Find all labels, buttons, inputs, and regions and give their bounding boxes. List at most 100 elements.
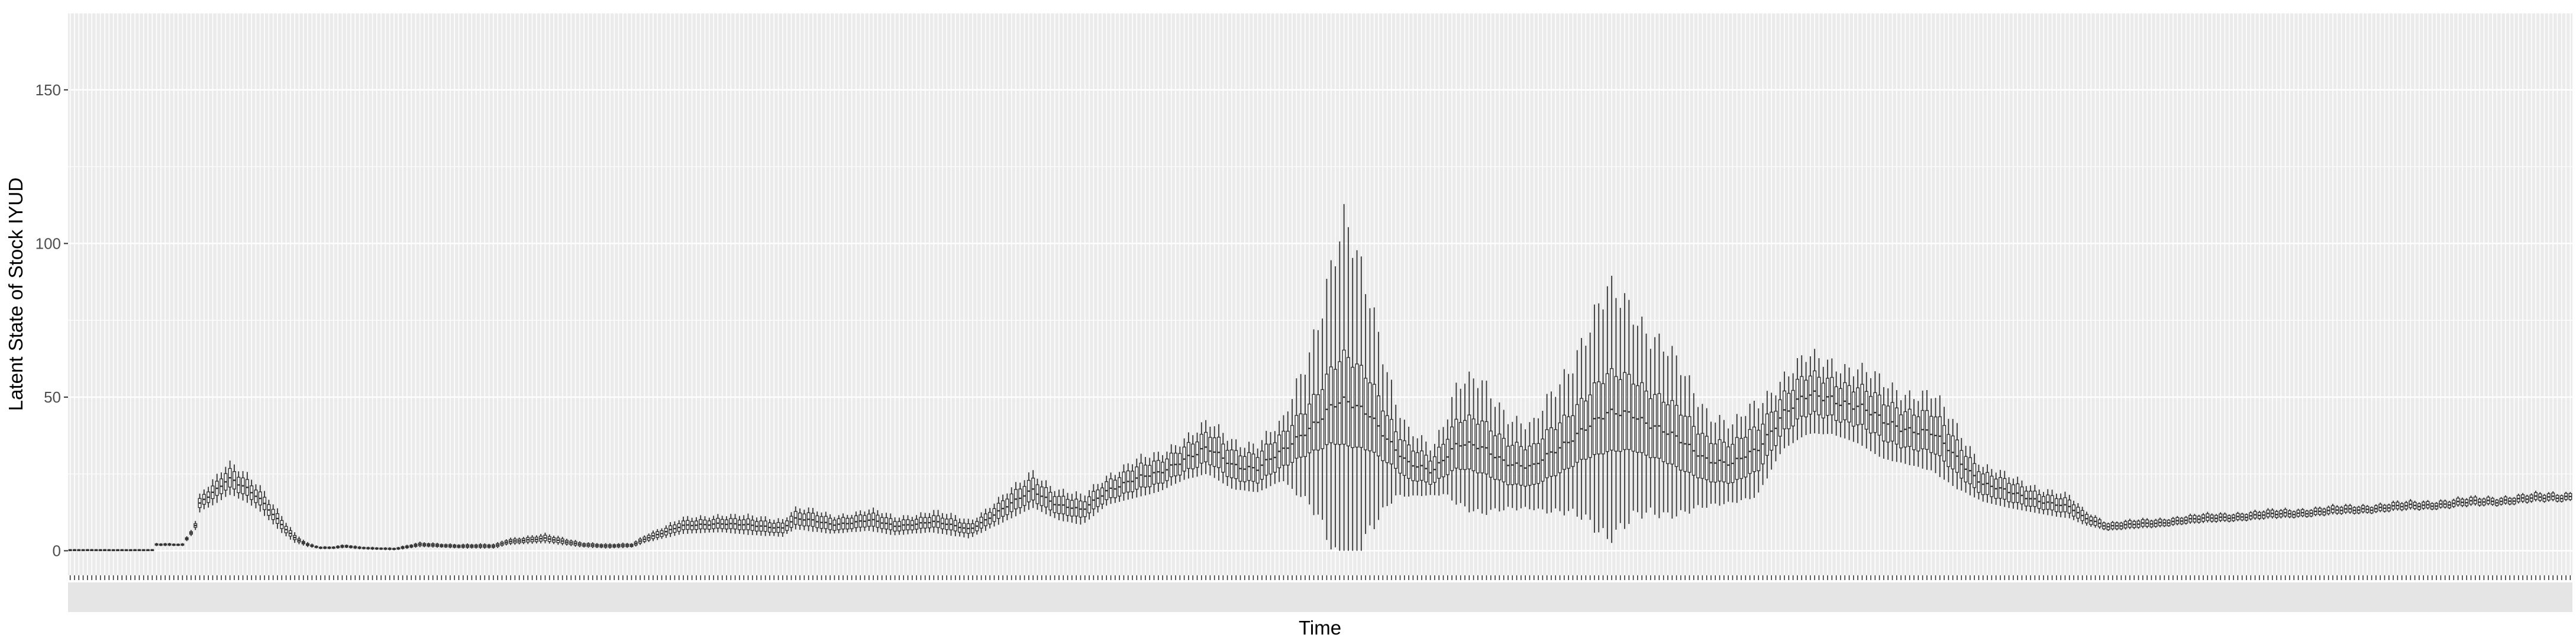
box xyxy=(556,536,560,545)
box xyxy=(405,545,409,549)
box xyxy=(487,543,491,549)
box xyxy=(530,535,534,544)
box xyxy=(440,543,444,548)
box xyxy=(2300,508,2304,517)
box xyxy=(357,546,361,550)
box xyxy=(1342,204,1346,551)
box xyxy=(884,513,889,534)
box xyxy=(1152,452,1156,494)
box xyxy=(889,513,893,535)
box xyxy=(940,513,944,534)
box xyxy=(1691,393,1696,508)
box xyxy=(2037,489,2041,514)
box xyxy=(68,549,72,552)
box xyxy=(1735,414,1739,503)
box xyxy=(466,543,470,549)
box xyxy=(858,510,863,532)
box xyxy=(1092,484,1096,516)
box xyxy=(1739,416,1744,501)
box xyxy=(1549,391,1553,513)
box xyxy=(798,508,802,530)
box xyxy=(314,545,318,549)
box xyxy=(577,541,582,548)
box xyxy=(1437,430,1441,496)
box xyxy=(1432,443,1437,495)
box xyxy=(1057,490,1061,520)
box xyxy=(2145,518,2149,529)
box xyxy=(1713,422,1718,504)
box xyxy=(431,542,435,548)
box xyxy=(375,547,379,550)
box xyxy=(1493,407,1497,508)
y-tick-label: 50 xyxy=(44,388,61,406)
box xyxy=(1575,350,1579,517)
box xyxy=(1450,397,1454,501)
box xyxy=(2158,517,2162,527)
box xyxy=(806,507,811,532)
box xyxy=(2486,495,2490,505)
box xyxy=(616,543,621,549)
box xyxy=(1074,491,1079,524)
box xyxy=(409,544,414,549)
box xyxy=(1951,418,1955,486)
box xyxy=(2106,522,2110,531)
box xyxy=(1635,326,1639,513)
box xyxy=(534,535,538,544)
box xyxy=(1705,408,1709,508)
box xyxy=(1338,241,1342,551)
box xyxy=(258,485,262,512)
box xyxy=(228,461,232,495)
box xyxy=(457,544,461,549)
box xyxy=(677,520,681,535)
box xyxy=(219,472,224,500)
box xyxy=(2188,513,2193,524)
box xyxy=(1748,404,1752,500)
box xyxy=(370,546,375,550)
box xyxy=(630,543,634,548)
box xyxy=(1061,488,1066,521)
box xyxy=(1502,410,1506,511)
box xyxy=(1622,293,1627,529)
box xyxy=(2400,502,2404,511)
box xyxy=(1657,333,1661,519)
box xyxy=(573,540,577,547)
x-axis-title: Time xyxy=(1299,617,1341,639)
box xyxy=(2180,517,2184,526)
box xyxy=(737,516,741,534)
box xyxy=(2555,494,2559,503)
box xyxy=(172,543,176,546)
box xyxy=(2568,492,2572,501)
box xyxy=(539,533,543,544)
box xyxy=(1571,373,1575,509)
box xyxy=(1752,401,1757,498)
box xyxy=(513,537,517,545)
box xyxy=(193,521,198,530)
box xyxy=(1247,442,1251,492)
box xyxy=(2033,485,2037,513)
box xyxy=(927,513,932,533)
box xyxy=(401,545,405,550)
box xyxy=(686,516,690,534)
box xyxy=(2469,495,2473,506)
box xyxy=(1195,432,1199,477)
box xyxy=(2296,508,2300,518)
box xyxy=(564,539,569,546)
box xyxy=(392,548,396,550)
box xyxy=(1001,494,1005,523)
box xyxy=(1445,419,1450,495)
box xyxy=(595,543,599,549)
box-series xyxy=(68,204,2572,552)
box xyxy=(1234,439,1238,490)
box xyxy=(336,545,340,549)
box xyxy=(133,549,137,552)
box xyxy=(1178,446,1182,482)
box xyxy=(1817,358,1821,434)
box xyxy=(521,537,526,545)
box xyxy=(815,511,819,532)
box xyxy=(2478,497,2482,507)
box xyxy=(1334,266,1338,548)
box xyxy=(1567,373,1571,511)
box xyxy=(1994,472,1998,505)
box xyxy=(2020,480,2024,511)
